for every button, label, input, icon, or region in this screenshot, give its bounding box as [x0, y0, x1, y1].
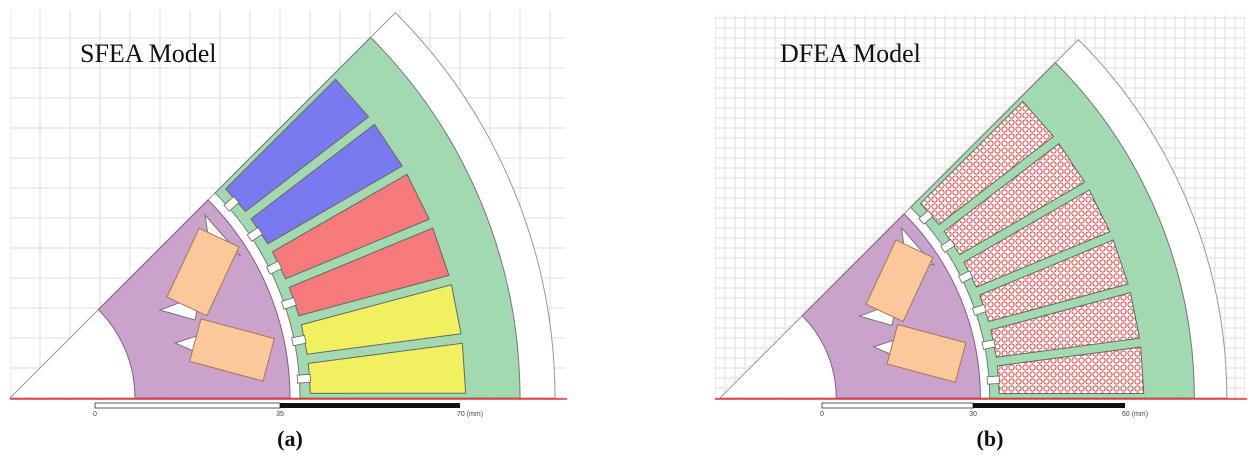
slot-opening	[958, 270, 974, 284]
scale-label: 35	[276, 411, 284, 418]
slot	[919, 100, 1055, 226]
drawing	[10, 10, 565, 400]
slot-opening	[981, 339, 996, 350]
panel-title: SFEA Model	[80, 39, 217, 68]
slot-opening	[223, 195, 240, 212]
slot	[288, 227, 450, 317]
slot-opening	[940, 238, 956, 253]
slot	[990, 292, 1141, 358]
scale-label: 0	[93, 411, 97, 418]
slot	[996, 346, 1145, 395]
slot-opening	[918, 210, 934, 225]
panel-b: DFEA Model 0 30 60 (mm) (b)	[715, 15, 1247, 451]
magnet	[865, 239, 934, 323]
slot	[963, 189, 1111, 288]
caption: (a)	[277, 426, 303, 451]
scale-label: 70 (mm)	[457, 411, 483, 418]
magnet	[886, 323, 967, 383]
slot-opening	[280, 296, 297, 310]
scale-bar-black	[973, 403, 1125, 408]
slot	[307, 342, 467, 394]
slot-opening	[971, 303, 987, 316]
slot-opening	[296, 373, 312, 384]
scale-bar-black	[280, 403, 460, 408]
slot	[979, 239, 1129, 323]
magnet	[188, 318, 276, 382]
panel-title: DFEA Model	[780, 39, 921, 68]
scale-bar-white	[94, 402, 281, 409]
magnet	[166, 227, 240, 317]
scale-bar-white	[821, 402, 974, 409]
scale-label: 0	[820, 411, 824, 418]
slot	[250, 123, 403, 245]
panel-a: SFEA Model 0 35 70 (mm) (a)	[10, 10, 567, 451]
slot	[943, 142, 1086, 256]
slot-opening	[246, 226, 264, 242]
drawing	[715, 15, 1245, 400]
slot	[271, 173, 430, 280]
slot	[224, 78, 370, 213]
slot-opening	[291, 334, 307, 347]
scale-label: 60 (mm)	[1122, 411, 1148, 418]
slot-opening	[265, 260, 283, 275]
slot-opening	[986, 375, 1000, 385]
caption: (b)	[977, 426, 1004, 451]
scale-label: 30	[969, 411, 977, 418]
slot	[300, 284, 462, 355]
